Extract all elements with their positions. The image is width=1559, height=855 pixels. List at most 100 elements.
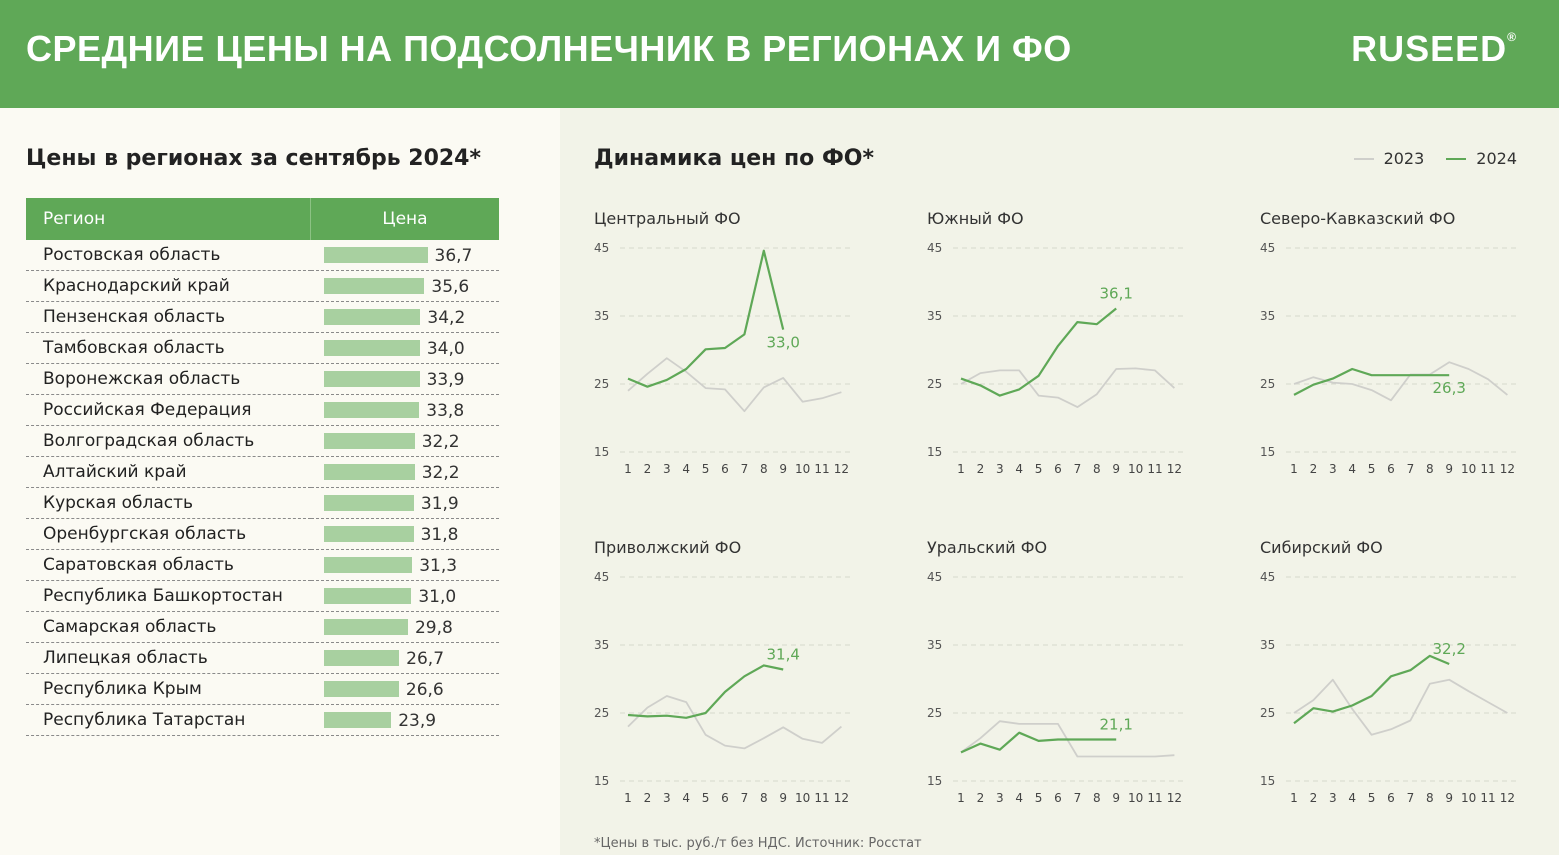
price-bar-wrap: 33,9 xyxy=(311,364,500,394)
series-line-2023 xyxy=(1293,361,1508,402)
x-tick-label: 8 xyxy=(760,462,768,476)
x-tick-label: 12 xyxy=(1500,791,1515,805)
price-cell: 31,3 xyxy=(310,549,499,581)
x-tick-label: 12 xyxy=(1167,791,1182,805)
logo-text: RUSEED xyxy=(1351,28,1508,69)
x-tick-label: 4 xyxy=(682,791,690,805)
price-value: 34,0 xyxy=(426,339,465,359)
last-value-label: 32,2 xyxy=(1432,640,1465,658)
x-tick-label: 9 xyxy=(1112,791,1120,805)
chart-title: Приволжский ФО xyxy=(594,538,741,557)
x-tick-label: 5 xyxy=(1035,791,1043,805)
x-tick-label: 2 xyxy=(644,462,652,476)
price-bar xyxy=(323,402,420,418)
price-cell: 26,7 xyxy=(310,642,499,674)
x-tick-label: 7 xyxy=(1074,462,1082,476)
price-cell: 26,6 xyxy=(310,673,500,705)
price-value: 33,8 xyxy=(426,401,465,421)
x-tick-label: 7 xyxy=(1074,791,1082,805)
x-tick-label: 1 xyxy=(957,791,965,805)
price-value: 35,6 xyxy=(431,277,470,297)
region-name: Пензенская область xyxy=(26,301,311,333)
series-line-2023 xyxy=(1293,678,1508,736)
x-tick-label: 11 xyxy=(814,462,829,476)
price-cell: 34,0 xyxy=(310,332,499,364)
chart-legend: 2023 2024 xyxy=(1353,149,1517,168)
price-bar-wrap: 26,6 xyxy=(311,674,500,704)
y-tick-label: 25 xyxy=(927,377,942,391)
logo-registered-mark: ® xyxy=(1507,30,1517,44)
series-line-2024 xyxy=(960,731,1117,754)
table-body: Ростовская область 36,7 Краснодарский край… xyxy=(26,240,499,736)
series-line-2024 xyxy=(627,664,784,719)
y-tick-label: 15 xyxy=(1260,445,1275,459)
x-tick-label: 6 xyxy=(1054,791,1062,805)
last-value-label: 36,1 xyxy=(1099,285,1132,303)
region-name: Ростовская область xyxy=(26,240,311,271)
x-tick-label: 3 xyxy=(996,462,1004,476)
series-line-2023 xyxy=(960,367,1176,409)
table-row: Воронежская область 33,9 xyxy=(26,363,500,395)
y-tick-label: 25 xyxy=(927,706,942,720)
region-name: Краснодарский край xyxy=(26,270,311,302)
y-tick-label: 45 xyxy=(927,570,942,584)
x-tick-label: 3 xyxy=(663,791,671,805)
region-name: Республика Башкортостан xyxy=(26,580,311,612)
region-name: Воронежская область xyxy=(26,363,311,395)
footnote: *Цены в тыс. руб./т без НДС. Источник: Р… xyxy=(594,836,922,851)
column-header-price: Цена xyxy=(310,198,499,240)
y-tick-label: 25 xyxy=(594,377,609,391)
table-row: Оренбургская область 31,8 xyxy=(26,518,499,550)
price-value: 26,7 xyxy=(406,649,445,669)
x-tick-label: 10 xyxy=(1461,462,1476,476)
x-tick-label: 6 xyxy=(1054,462,1062,476)
price-bar xyxy=(323,681,399,697)
x-tick-label: 12 xyxy=(1500,462,1515,476)
price-bar xyxy=(323,433,415,449)
x-tick-label: 3 xyxy=(1329,791,1337,805)
legend-item-2024: 2024 xyxy=(1446,149,1517,168)
chart-title: Уральский ФО xyxy=(927,538,1047,557)
price-value: 31,3 xyxy=(419,556,458,576)
table-row: Саратовская область 31,3 xyxy=(26,549,499,581)
x-tick-label: 11 xyxy=(814,791,829,805)
x-tick-label: 8 xyxy=(1093,462,1101,476)
region-name: Оренбургская область xyxy=(26,518,311,550)
price-bar-wrap: 23,9 xyxy=(311,705,500,735)
column-header-region: Регион xyxy=(26,198,311,240)
price-bar xyxy=(323,495,414,511)
table-row: Республика Крым 26,6 xyxy=(26,673,500,705)
price-cell: 23,9 xyxy=(310,704,500,736)
price-cell: 33,8 xyxy=(310,394,500,426)
price-bar-wrap: 33,8 xyxy=(311,395,500,425)
table-row: Ростовская область 36,7 xyxy=(26,240,499,271)
price-bar-wrap: 31,0 xyxy=(311,581,500,611)
x-tick-label: 8 xyxy=(760,791,768,805)
x-tick-label: 4 xyxy=(1015,462,1023,476)
price-bar xyxy=(323,464,415,480)
chart-title: Южный ФО xyxy=(927,209,1024,228)
table-header-row: Регион Цена xyxy=(26,198,499,240)
x-tick-label: 4 xyxy=(682,462,690,476)
price-cell: 32,2 xyxy=(310,456,499,488)
table-row: Курская область 31,9 xyxy=(26,487,499,519)
price-cell: 36,7 xyxy=(310,240,499,271)
x-tick-label: 5 xyxy=(702,791,710,805)
x-tick-label: 3 xyxy=(663,462,671,476)
price-bar xyxy=(323,309,421,325)
x-tick-label: 11 xyxy=(1147,791,1162,805)
region-name: Саратовская область xyxy=(26,549,311,581)
y-tick-label: 15 xyxy=(1260,774,1275,788)
x-tick-label: 11 xyxy=(1480,791,1495,805)
price-value: 32,2 xyxy=(421,463,460,483)
price-bar xyxy=(323,371,420,387)
regions-price-table: Регион Цена Ростовская область 36,7 Красно… xyxy=(26,198,499,736)
price-cell: 33,9 xyxy=(310,363,500,395)
x-tick-label: 6 xyxy=(721,462,729,476)
price-value: 36,7 xyxy=(434,246,473,266)
region-name: Волгоградская область xyxy=(26,425,311,457)
price-value: 26,6 xyxy=(405,680,444,700)
